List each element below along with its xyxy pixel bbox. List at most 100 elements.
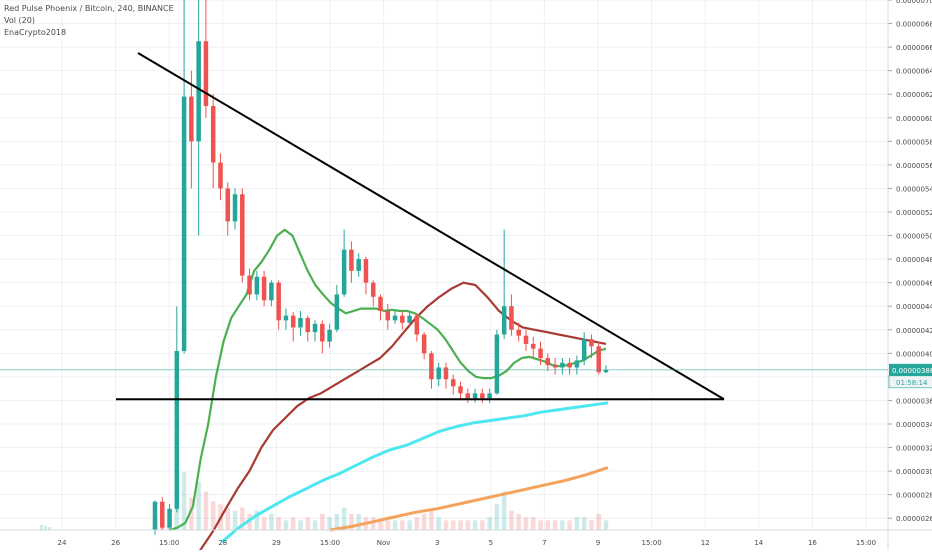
candle-body (538, 348, 543, 359)
volume-bar (305, 517, 311, 530)
volume-bar (290, 517, 296, 530)
volume-bar (480, 520, 485, 530)
candle-body (603, 369, 609, 373)
candle-body (327, 329, 332, 342)
candle-body (189, 96, 194, 142)
x-tick-label: Nov (377, 539, 391, 547)
volume-bar (276, 517, 281, 530)
trendlines[interactable] (116, 52, 725, 401)
x-tick-label: 24 (58, 539, 67, 547)
moving-averages (169, 228, 609, 554)
symbol-title: Red Pulse Phoenix / Bitcoin, 240, BINANC… (4, 4, 174, 13)
candle-body (181, 96, 187, 351)
candle-body (349, 249, 354, 271)
volume-bar (320, 513, 325, 530)
volume-bar (552, 520, 558, 530)
volume-bar (407, 520, 412, 530)
countdown-badge-bg (888, 375, 932, 389)
volume-bar (349, 513, 354, 530)
candle-body (378, 296, 383, 311)
volume-bar (487, 517, 492, 530)
candle-body (567, 362, 572, 368)
volume-bar (421, 513, 427, 530)
x-tick-label: 12 (701, 539, 710, 547)
volume-bar (247, 513, 252, 530)
volume-bar (450, 520, 456, 530)
candle-body (487, 393, 492, 399)
volume-bar (501, 491, 507, 530)
price-badge-bg (889, 363, 932, 376)
candle-body (312, 323, 318, 333)
volume-bar (312, 520, 318, 530)
ma-mid-line (196, 281, 607, 554)
candle-body (414, 315, 420, 335)
volume-bar (581, 517, 587, 530)
candle-body (174, 350, 180, 509)
volume-bars (40, 440, 609, 530)
x-tick-label: 15:00 (159, 539, 179, 547)
volume-bar (225, 507, 230, 530)
candle-body (210, 106, 216, 163)
y-tick-label: 0.00000700 (896, 0, 932, 5)
volume-bar (240, 507, 245, 530)
volume-bar (203, 491, 209, 530)
x-tick-label: 28 (218, 539, 227, 547)
custom-indicator-label: EnaCrypto2018 (4, 28, 67, 37)
volume-bar (494, 504, 500, 530)
candle-body (560, 362, 565, 368)
volume-bar (531, 517, 536, 530)
x-tick-label: 14 (754, 539, 763, 547)
volume-bar (189, 497, 194, 530)
volume-bar (196, 481, 201, 530)
candle-body (290, 315, 296, 328)
x-tick-label: 3 (435, 539, 439, 547)
candle-body (523, 335, 529, 344)
x-tick-label: 26 (111, 539, 120, 547)
volume-bar (327, 517, 332, 530)
candle-body (429, 353, 434, 380)
candle-body (254, 276, 260, 295)
candles (152, 0, 609, 535)
x-tick-label: 7 (542, 539, 546, 547)
candle-body (465, 393, 471, 399)
volume-bar (458, 520, 463, 530)
candle-body (225, 188, 230, 222)
candle-body (218, 162, 223, 189)
volume-bar (400, 520, 405, 530)
candle-body (196, 41, 201, 142)
candle-body (531, 343, 536, 349)
volume-bar (516, 513, 521, 530)
candle-body (276, 282, 281, 321)
volume-bar (261, 517, 267, 530)
volume-bar (44, 526, 47, 530)
volume-bar (538, 520, 543, 530)
volume-bar (567, 520, 572, 530)
candle-body (247, 275, 252, 295)
candle-body (400, 315, 405, 323)
x-tick-label: 15:00 (320, 539, 340, 547)
candle-body (458, 386, 463, 394)
volume-bar (472, 520, 478, 530)
candle-body (480, 393, 485, 399)
ma-long-line (329, 466, 609, 532)
volume-bar (254, 510, 260, 530)
candle-body (305, 318, 311, 333)
candle-body (356, 259, 361, 271)
candle-body (232, 194, 238, 222)
candle-body (450, 379, 456, 387)
